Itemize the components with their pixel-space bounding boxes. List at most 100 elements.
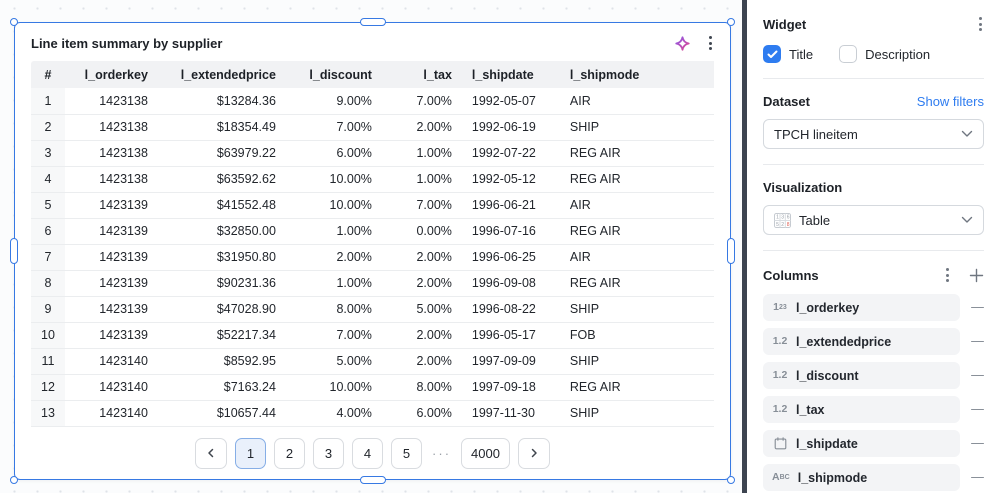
- remove-column-button[interactable]: [960, 371, 984, 381]
- page-button-3[interactable]: 3: [313, 437, 345, 469]
- columns-menu-icon[interactable]: [944, 266, 951, 284]
- table-row[interactable]: 4 1423138 $63592.62 10.00% 1.00% 1992-05-12 RE…: [31, 166, 714, 193]
- resize-handle-right[interactable]: [727, 238, 735, 264]
- previous-page-button[interactable]: [195, 437, 228, 469]
- table-row[interactable]: 9 1423139 $47028.90 8.00% 5.00% 1996-08-22 SHI…: [31, 296, 714, 323]
- column-header-l_extendedprice[interactable]: l_extendedprice: [157, 61, 286, 88]
- table-row[interactable]: 6 1423139 $32850.00 1.00% 0.00% 1996-07-16 REG…: [31, 218, 714, 245]
- decimal-type-icon: 1.2: [772, 369, 788, 382]
- remove-column-button[interactable]: [960, 405, 984, 415]
- page-button-4[interactable]: 4: [352, 437, 384, 469]
- column-item-l_tax[interactable]: 1.2 l_tax: [763, 396, 960, 423]
- row-number-cell: 12: [31, 374, 65, 401]
- column-item-l_extendedprice[interactable]: 1.2 l_extendedprice: [763, 328, 960, 355]
- row-number-cell: 3: [31, 140, 65, 167]
- row-number-cell: 7: [31, 244, 65, 271]
- visualization-select[interactable]: 1 3 6 5 2 8 Table: [763, 205, 984, 235]
- table-row[interactable]: 2 1423138 $18354.49 7.00% 2.00% 1992-06-19 SHI…: [31, 114, 714, 141]
- table-cell: 1423138: [64, 140, 158, 167]
- widget-section-menu-icon[interactable]: [977, 15, 984, 33]
- column-list-row: 1.2 l_extendedprice: [763, 328, 984, 355]
- table-cell: $52217.34: [157, 322, 286, 349]
- resize-handle-top-left[interactable]: [10, 18, 18, 26]
- ai-sparkle-icon[interactable]: [674, 35, 691, 52]
- table-cell: 1.00%: [285, 270, 382, 297]
- dataset-select[interactable]: TPCH lineitem: [763, 119, 984, 149]
- table-row[interactable]: 3 1423138 $63979.22 6.00% 1.00% 1992-07-22 REG…: [31, 140, 714, 167]
- settings-panel: Widget Title Description Dataset Show fi…: [747, 0, 1000, 493]
- table-row[interactable]: 11 1423140 $8592.95 5.00% 2.00% 1997-09-09 SHI…: [31, 348, 714, 375]
- table-cell: SHIP: [559, 400, 714, 427]
- column-item-label: l_discount: [796, 368, 859, 383]
- table-widget[interactable]: Line item summary by supplier: [10, 18, 735, 484]
- table-row[interactable]: 7 1423139 $31950.80 2.00% 2.00% 1996-06-25 AIR: [31, 244, 714, 271]
- section-divider: [763, 250, 984, 251]
- column-item-l_discount[interactable]: 1.2 l_discount: [763, 362, 960, 389]
- chevron-down-icon: [961, 216, 973, 223]
- table-cell: 2.00%: [285, 244, 382, 271]
- column-header-l_orderkey[interactable]: l_orderkey: [64, 61, 158, 88]
- row-number-cell: 6: [31, 218, 65, 245]
- table-cell: 1997-11-30: [461, 400, 560, 427]
- title-checkbox[interactable]: Title: [763, 45, 813, 63]
- table-cell: 1996-07-16: [461, 218, 560, 245]
- resize-handle-left[interactable]: [10, 238, 18, 264]
- next-page-button[interactable]: [517, 437, 550, 469]
- row-number-cell: 9: [31, 296, 65, 323]
- remove-column-button[interactable]: [960, 303, 984, 313]
- row-number-cell: 2: [31, 114, 65, 141]
- table-cell: 1423139: [64, 244, 158, 271]
- svg-text:5: 5: [776, 222, 779, 228]
- table-row[interactable]: 5 1423139 $41552.48 10.00% 7.00% 1996-06-21 AI…: [31, 192, 714, 219]
- svg-text:3: 3: [781, 214, 784, 220]
- table-row[interactable]: 8 1423139 $90231.36 1.00% 2.00% 1996-09-08 REG…: [31, 270, 714, 297]
- column-header-l_shipdate[interactable]: l_shipdate: [461, 61, 560, 88]
- page-button-1[interactable]: 1: [235, 437, 267, 469]
- remove-column-button[interactable]: [960, 473, 984, 483]
- page-button-5[interactable]: 5: [391, 437, 423, 469]
- column-header-l_discount[interactable]: l_discount: [285, 61, 382, 88]
- table-cell: 7.00%: [381, 88, 462, 115]
- widget-menu-icon[interactable]: [707, 34, 714, 52]
- resize-handle-top-right[interactable]: [727, 18, 735, 26]
- table-header-row: # l_orderkey l_extendedprice l_discount l_ta…: [31, 61, 714, 88]
- table-cell: AIR: [559, 88, 714, 115]
- column-item-l_shipmode[interactable]: A B C l_shipmode: [763, 464, 960, 491]
- table-cell: 7.00%: [381, 192, 462, 219]
- page-button-2[interactable]: 2: [274, 437, 306, 469]
- chevron-left-icon: [208, 448, 214, 458]
- pagination: 1 2 3 4 5 ··· 4000: [15, 437, 730, 469]
- table-cell: 1423139: [64, 218, 158, 245]
- table-row[interactable]: 1 1423138 $13284.36 9.00% 7.00% 1992-05-07 AIR: [31, 88, 714, 115]
- table-cell: 1996-05-17: [461, 322, 560, 349]
- column-item-l_orderkey[interactable]: 1 2 3 l_orderkey: [763, 294, 960, 321]
- table-cell: REG AIR: [559, 270, 714, 297]
- description-checkbox[interactable]: Description: [839, 45, 930, 63]
- column-header-l_tax[interactable]: l_tax: [381, 61, 462, 88]
- table-row[interactable]: 10 1423139 $52217.34 7.00% 2.00% 1996-05-17 FO…: [31, 322, 714, 349]
- table-cell: $63979.22: [157, 140, 286, 167]
- column-list-row: 1.2 l_discount: [763, 362, 984, 389]
- show-filters-link[interactable]: Show filters: [916, 94, 984, 109]
- row-number-cell: 10: [31, 322, 65, 349]
- table-row[interactable]: 12 1423140 $7163.24 10.00% 8.00% 1997-09-18 RE…: [31, 374, 714, 401]
- resize-handle-bottom[interactable]: [359, 476, 386, 484]
- table-cell: REG AIR: [559, 140, 714, 167]
- remove-column-button[interactable]: [960, 439, 984, 449]
- page-button-4000[interactable]: 4000: [461, 437, 510, 469]
- resize-handle-bottom-right[interactable]: [727, 476, 735, 484]
- table-cell: 1996-09-08: [461, 270, 560, 297]
- column-item-l_shipdate[interactable]: l_shipdate: [763, 430, 960, 457]
- column-header-rownum[interactable]: #: [31, 61, 65, 88]
- add-column-icon[interactable]: [969, 268, 984, 283]
- resize-handle-top[interactable]: [359, 18, 386, 26]
- table-cell: 5.00%: [285, 348, 382, 375]
- remove-column-button[interactable]: [960, 337, 984, 347]
- table-row[interactable]: 13 1423140 $10657.44 4.00% 6.00% 1997-11-30 SH…: [31, 400, 714, 427]
- resize-handle-bottom-left[interactable]: [10, 476, 18, 484]
- panel-divider[interactable]: [742, 0, 747, 493]
- column-header-l_shipmode[interactable]: l_shipmode: [559, 61, 714, 88]
- row-number-cell: 1: [31, 88, 65, 115]
- table-cell: $90231.36: [157, 270, 286, 297]
